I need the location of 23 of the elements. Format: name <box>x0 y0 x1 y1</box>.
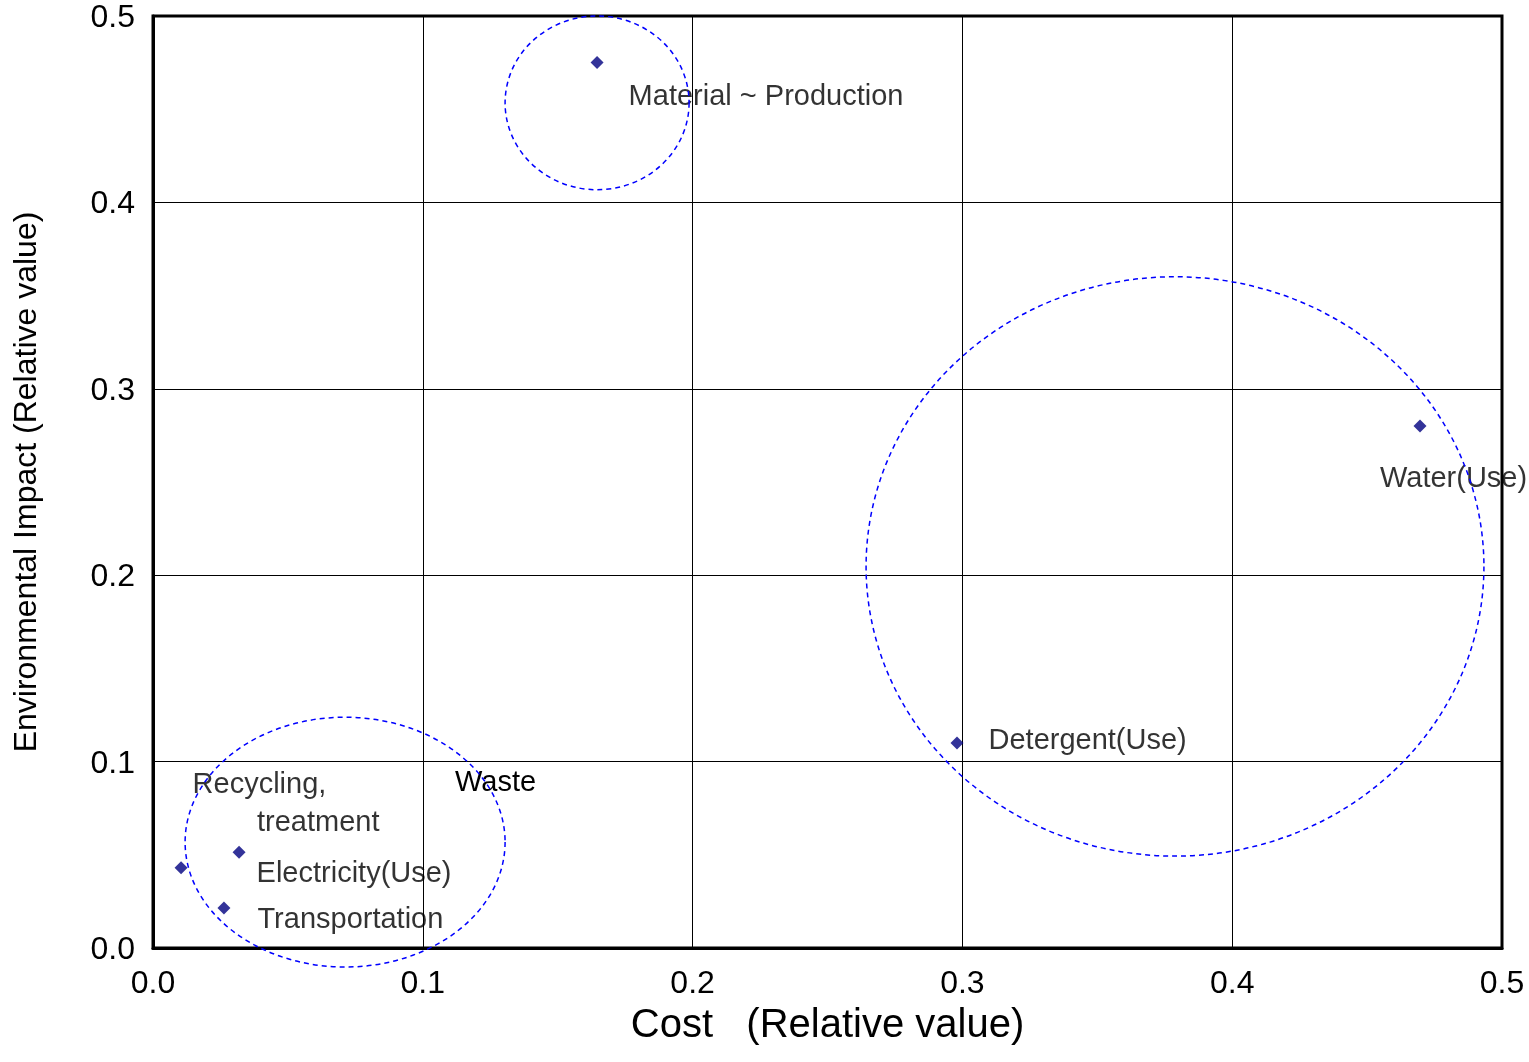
point <box>174 861 188 875</box>
x-tick-label: 0.0 <box>130 964 176 1000</box>
y-tick-label: 0.4 <box>90 184 135 221</box>
y-axis-title: Environmental Impact (Relative value) <box>7 211 43 753</box>
point <box>950 736 964 750</box>
point <box>232 845 246 859</box>
x-tick-label: 0.4 <box>1209 964 1255 1000</box>
y-tick-label: 0.0 <box>90 930 135 966</box>
x-tick-label: 0.5 <box>1479 964 1525 1000</box>
data-label: Recycling, treatment <box>192 766 380 837</box>
x-tick-label: 0.2 <box>670 964 715 1000</box>
y-tick-label: 0.3 <box>90 370 135 407</box>
annotation: Waste <box>455 764 537 797</box>
y-tick-label: 0.2 <box>90 557 135 594</box>
x-tick-label: 0.1 <box>400 964 446 1000</box>
point <box>217 901 231 915</box>
point <box>1413 419 1427 433</box>
y-tick-label: 0.1 <box>90 743 135 780</box>
x-tick-label: 0.3 <box>940 964 985 1000</box>
y-tick-label: 0.5 <box>90 0 135 34</box>
data-label: Detergent(Use) <box>988 722 1187 755</box>
x-axis-title: Cost (Relative value) <box>630 1000 1025 1045</box>
point <box>590 56 604 70</box>
